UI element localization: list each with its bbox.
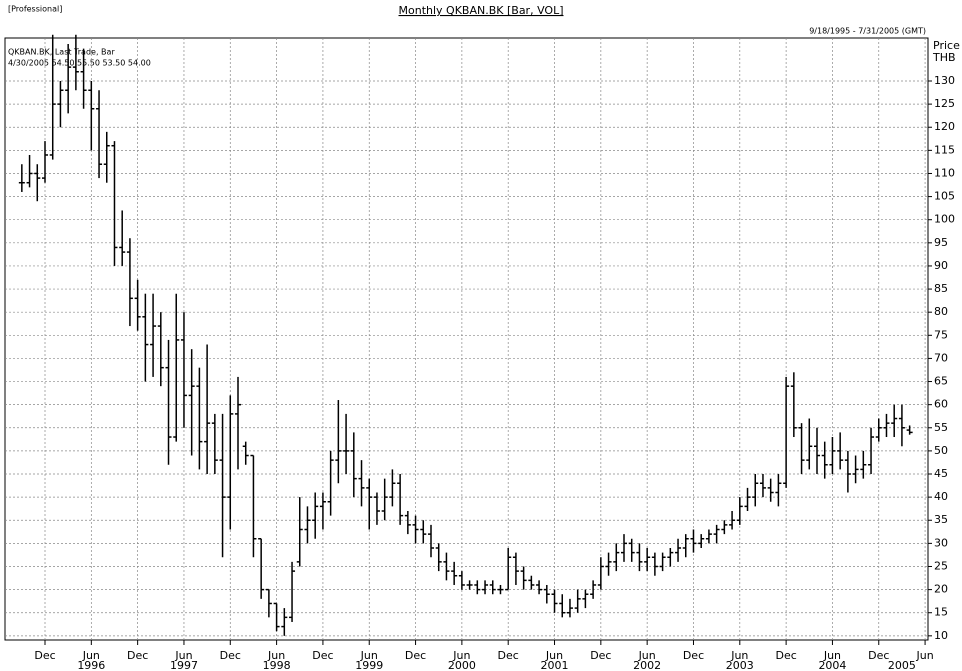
y-tick-label: 50 bbox=[934, 444, 948, 457]
series-name: QKBAN.BK, Last Trade, Bar bbox=[8, 48, 115, 57]
year-label: 2003 bbox=[726, 659, 754, 671]
y-tick-label: 90 bbox=[934, 259, 948, 272]
y-tick-label: 15 bbox=[934, 606, 948, 619]
last-values: 4/30/2005 54.50 55.50 53.50 54.00 bbox=[8, 59, 151, 68]
y-tick-label: 110 bbox=[934, 166, 955, 179]
year-label: 2002 bbox=[633, 659, 661, 671]
y-tick-label: 100 bbox=[934, 213, 955, 226]
x-tick-label: Dec bbox=[127, 649, 148, 662]
y-tick-label: 30 bbox=[934, 536, 948, 549]
x-tick-label: Dec bbox=[34, 649, 55, 662]
year-label: 2001 bbox=[541, 659, 569, 671]
y-tick-label: 130 bbox=[934, 74, 955, 87]
date-range: 9/18/1995 - 7/31/2005 (GMT) bbox=[809, 27, 926, 36]
y-tick-label: 115 bbox=[934, 143, 955, 156]
x-tick-label: Dec bbox=[868, 649, 889, 662]
year-label: 2005 bbox=[888, 659, 916, 671]
y-tick-label: 65 bbox=[934, 375, 948, 388]
y-tick-label: 45 bbox=[934, 467, 948, 480]
x-tick-label: Dec bbox=[590, 649, 611, 662]
x-tick-label: Dec bbox=[312, 649, 333, 662]
y-tick-label: 40 bbox=[934, 490, 948, 503]
y-tick-label: 55 bbox=[934, 421, 948, 434]
year-label: 1998 bbox=[263, 659, 291, 671]
chart-title: Monthly QKBAN.BK [Bar, VOL] bbox=[399, 4, 564, 17]
year-label: 1996 bbox=[77, 659, 105, 671]
x-tick-label: Jun bbox=[915, 649, 933, 662]
x-tick-label: Dec bbox=[220, 649, 241, 662]
y-tick-label: 70 bbox=[934, 351, 948, 364]
y-tick-label: 105 bbox=[934, 190, 955, 203]
y-tick-label: 75 bbox=[934, 328, 948, 341]
y-tick-label: 20 bbox=[934, 583, 948, 596]
y-tick-label: 80 bbox=[934, 305, 948, 318]
x-tick-label: Dec bbox=[683, 649, 704, 662]
y-tick-label: 25 bbox=[934, 559, 948, 572]
chart: [Professional] Monthly QKBAN.BK [Bar, VO… bbox=[0, 0, 962, 671]
y-tick-label: 10 bbox=[934, 629, 948, 642]
year-label: 2000 bbox=[448, 659, 476, 671]
y-tick-label: 60 bbox=[934, 398, 948, 411]
year-label: 1999 bbox=[355, 659, 383, 671]
x-tick-label: Dec bbox=[498, 649, 519, 662]
y-tick-label: 95 bbox=[934, 236, 948, 249]
y-tick-label: 85 bbox=[934, 282, 948, 295]
year-label: 2004 bbox=[818, 659, 846, 671]
edition-label: [Professional] bbox=[8, 5, 62, 14]
year-label: 1997 bbox=[170, 659, 198, 671]
y-tick-label: 125 bbox=[934, 97, 955, 110]
y-tick-label: 35 bbox=[934, 513, 948, 526]
y-axis-unit: THB bbox=[932, 51, 956, 64]
x-tick-label: Dec bbox=[405, 649, 426, 662]
y-tick-label: 120 bbox=[934, 120, 955, 133]
x-tick-label: Dec bbox=[775, 649, 796, 662]
